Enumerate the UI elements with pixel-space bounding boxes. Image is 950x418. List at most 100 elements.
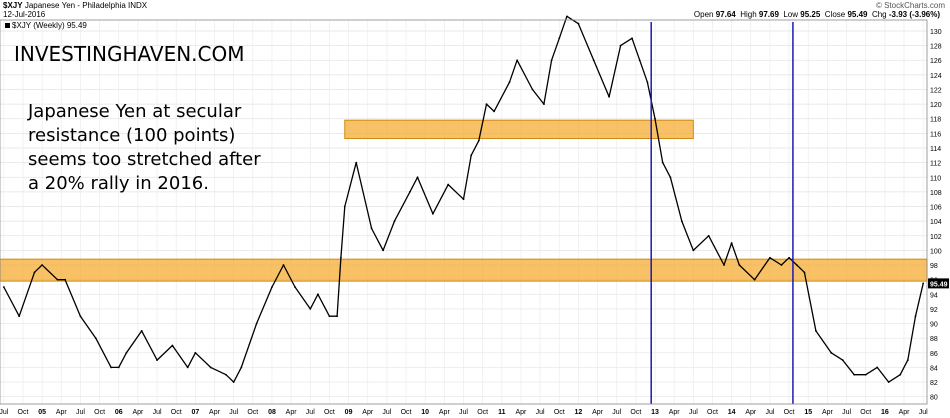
x-tick-label: Jul [306, 409, 315, 416]
highlight-bands [0, 119, 928, 282]
price-point [661, 161, 664, 164]
price-point [592, 59, 595, 62]
x-tick-label: Oct [171, 409, 182, 416]
x-tick-label: Oct [477, 409, 488, 416]
y-tick-label: 112 [930, 161, 941, 168]
price-point [707, 234, 710, 237]
y-tick-label: 88 [930, 336, 938, 343]
axes: 8082848688909294969810010210410610811011… [0, 19, 949, 416]
x-tick-label: 09 [345, 409, 353, 416]
x-tick-label: Oct [554, 409, 565, 416]
exchange-label: INDX [128, 1, 148, 10]
x-tick-label: Apr [592, 409, 604, 416]
x-tick-label: Apr [669, 409, 681, 416]
last-value-label: 95.49 [930, 281, 948, 288]
x-tick-label: Apr [132, 409, 144, 416]
price-point [340, 256, 342, 259]
price-point [899, 373, 902, 376]
x-tick-label: Jul [459, 409, 468, 416]
chart-header-left: $XJY Japanese Yen - Philadelphia INDX [3, 1, 147, 10]
price-point [240, 366, 243, 369]
price-point [79, 315, 82, 318]
y-tick-label: 100 [930, 248, 942, 255]
open-value: 97.64 [715, 10, 736, 19]
low-value: 95.25 [800, 10, 821, 19]
price-point [638, 59, 641, 62]
x-tick-label: Jul [842, 409, 851, 416]
price-point [841, 359, 844, 362]
y-tick-label: 94 [930, 292, 938, 299]
x-tick-label: 12 [575, 409, 583, 416]
resistance-band [0, 258, 928, 282]
price-point [550, 59, 553, 62]
price-point [309, 308, 312, 310]
price-point [619, 44, 622, 47]
x-tick-label: 14 [728, 409, 736, 416]
y-tick-label: 80 [930, 395, 938, 402]
price-point [543, 103, 545, 106]
x-tick-label: Jul [689, 409, 698, 416]
x-tick-label: Apr [362, 409, 374, 416]
price-point [209, 366, 212, 369]
x-tick-label: 13 [651, 409, 659, 416]
y-tick-label: 126 [930, 58, 942, 65]
price-point [64, 278, 67, 281]
y-tick-label: 118 [930, 117, 941, 124]
x-tick-label: Oct [94, 409, 105, 416]
y-tick-label: 92 [930, 307, 938, 314]
grid [0, 20, 927, 404]
price-point [225, 373, 227, 376]
x-tick-label: Apr [209, 409, 221, 416]
ohlc-readout: Open 97.64 High 97.69 Low 95.25 Close 95… [694, 10, 940, 19]
price-point [18, 315, 21, 318]
price-point [669, 176, 672, 179]
close-label: Close [824, 10, 846, 19]
price-point [125, 351, 128, 354]
price-point [470, 154, 473, 157]
price-point [485, 103, 488, 106]
note-line: seems too stretched after [28, 149, 261, 170]
price-point [2, 286, 5, 288]
note-line: Japanese Yen at secular [28, 101, 242, 122]
y-tick-label: 104 [930, 219, 942, 226]
price-point [631, 37, 633, 40]
price-point [914, 315, 917, 318]
price-point [282, 264, 285, 266]
price-point [876, 366, 879, 369]
x-tick-label: 08 [268, 409, 276, 416]
price-point [738, 264, 741, 266]
y-tick-label: 128 [930, 44, 942, 51]
y-tick-label: 86 [930, 351, 938, 358]
price-point [566, 15, 568, 18]
y-tick-label: 116 [930, 131, 941, 138]
chg-label: Chg [871, 10, 887, 19]
price-point [531, 88, 534, 91]
price-point [922, 282, 925, 285]
x-tick-label: Apr [516, 409, 528, 416]
x-tick-label: Apr [899, 409, 911, 416]
price-point [255, 322, 258, 325]
high-label: High [740, 10, 757, 19]
price-point [447, 183, 450, 186]
price-point [94, 337, 97, 340]
y-tick-label: 108 [930, 190, 942, 197]
y-tick-label: 120 [930, 102, 942, 109]
series-layer [2, 15, 925, 383]
x-tick-label: 06 [115, 409, 123, 416]
price-point [33, 271, 36, 274]
price-point [370, 227, 373, 230]
x-tick-label: Apr [56, 409, 68, 416]
price-point [780, 264, 783, 266]
price-point [646, 81, 649, 84]
x-tick-label: Oct [860, 409, 871, 416]
price-point [462, 198, 465, 201]
x-tick-label: Jul [765, 409, 774, 416]
price-point [723, 264, 725, 266]
x-tick-label: Apr [822, 409, 834, 416]
x-tick-label: Jul [612, 409, 621, 416]
price-point [56, 278, 59, 281]
price-point [769, 256, 771, 259]
price-point [730, 242, 733, 244]
price-point [416, 176, 419, 179]
x-tick-label: Jul [76, 409, 85, 416]
